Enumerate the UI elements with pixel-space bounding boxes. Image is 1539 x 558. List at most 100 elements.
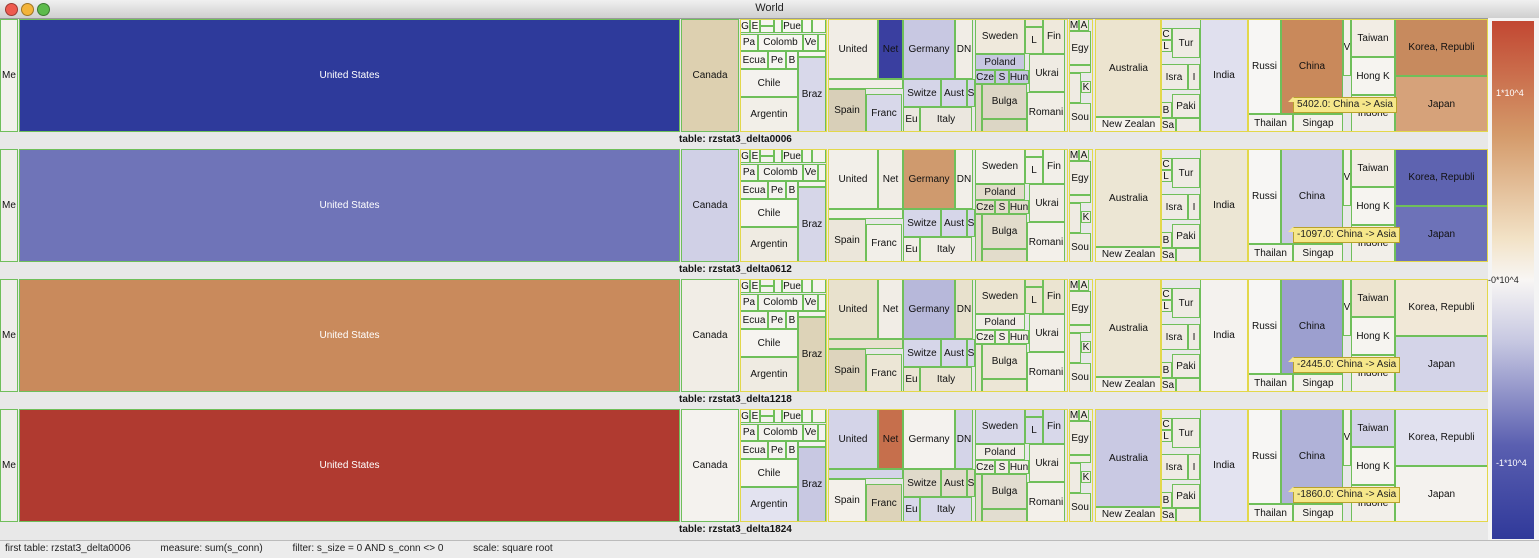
country-cell-net[interactable]: Net	[878, 409, 903, 469]
country-cell-australia[interactable]: Australia	[1095, 409, 1162, 507]
country-cell-japan[interactable]: Japan	[1395, 466, 1488, 522]
country-cell-canada[interactable]: Canada	[681, 279, 739, 392]
country-cell-argentin[interactable]: Argentin	[740, 227, 798, 262]
country-cell[interactable]	[802, 409, 812, 423]
country-cell-g[interactable]: G	[740, 279, 750, 293]
country-cell-sou[interactable]: Sou	[1069, 493, 1091, 522]
country-cell[interactable]	[1176, 118, 1200, 132]
country-cell-thailan[interactable]: Thailan	[1248, 114, 1293, 132]
country-cell-me[interactable]: Me	[0, 279, 18, 392]
country-cell[interactable]	[1176, 248, 1200, 262]
country-cell-hun[interactable]: Hun	[1009, 200, 1029, 214]
country-cell[interactable]	[1025, 409, 1043, 417]
country-cell-colomb[interactable]: Colomb	[758, 34, 803, 51]
country-cell-b[interactable]: B	[1160, 232, 1172, 248]
country-cell-s[interactable]: S	[967, 339, 975, 367]
country-cell-tur[interactable]: Tur	[1172, 288, 1200, 318]
country-cell-us[interactable]: United States	[19, 149, 680, 262]
country-cell-me[interactable]: Me	[0, 409, 18, 522]
country-cell-ukrai[interactable]: Ukrai	[1029, 314, 1065, 352]
country-cell-l[interactable]: L	[1160, 170, 1172, 182]
country-cell[interactable]	[812, 409, 826, 423]
country-cell-sweden[interactable]: Sweden	[975, 409, 1025, 444]
country-cell-m[interactable]: M	[1069, 279, 1079, 291]
country-cell-k[interactable]: K	[1081, 341, 1091, 353]
country-cell[interactable]	[798, 181, 826, 187]
country-cell-l[interactable]: L	[1025, 157, 1043, 184]
country-cell-russi[interactable]: Russi	[1248, 409, 1281, 504]
country-cell[interactable]	[1176, 378, 1200, 392]
country-cell-pa[interactable]: Pa	[740, 294, 758, 311]
country-cell[interactable]	[1069, 65, 1091, 73]
country-cell-sweden[interactable]: Sweden	[975, 279, 1025, 314]
country-cell-ukrai[interactable]: Ukrai	[1029, 184, 1065, 222]
country-cell[interactable]	[982, 509, 1027, 522]
country-cell-italy[interactable]: Italy	[920, 237, 972, 262]
country-cell-isra[interactable]: Isra	[1160, 454, 1188, 480]
country-cell-bulga[interactable]: Bulga	[982, 474, 1027, 509]
country-cell-dn[interactable]: DN	[955, 409, 973, 469]
country-cell-braz[interactable]: Braz	[798, 317, 826, 392]
country-cell-s[interactable]: S	[995, 460, 1009, 474]
country-cell-germany[interactable]: Germany	[903, 279, 955, 339]
country-cell-v[interactable]: V	[1343, 149, 1351, 206]
country-cell-colomb[interactable]: Colomb	[758, 164, 803, 181]
country-cell-canada[interactable]: Canada	[681, 149, 739, 262]
country-cell-k[interactable]: K	[1081, 471, 1091, 483]
country-cell-thailan[interactable]: Thailan	[1248, 374, 1293, 392]
country-cell-india[interactable]: India	[1200, 409, 1248, 522]
country-cell-b[interactable]: B	[786, 441, 798, 459]
country-cell-hun[interactable]: Hun	[1009, 330, 1029, 344]
country-cell-b[interactable]: B	[786, 51, 798, 69]
country-cell[interactable]	[828, 339, 903, 349]
country-cell-s[interactable]: S	[995, 330, 1009, 344]
country-cell-c[interactable]: C	[1160, 158, 1172, 170]
country-cell-s[interactable]: S	[967, 469, 975, 497]
country-cell-newzealand[interactable]: New Zealan	[1095, 377, 1162, 392]
country-cell-ve[interactable]: Ve	[803, 294, 818, 311]
country-cell-japan[interactable]: Japan	[1395, 206, 1488, 262]
country-cell-isra[interactable]: Isra	[1160, 194, 1188, 220]
country-cell-ve[interactable]: Ve	[803, 34, 818, 51]
country-cell-russi[interactable]: Russi	[1248, 279, 1281, 374]
country-cell-ecua[interactable]: Ecua	[740, 51, 768, 69]
country-cell-e[interactable]: E	[750, 149, 760, 163]
country-cell-s[interactable]: S	[967, 209, 975, 237]
country-cell-poland[interactable]: Poland	[975, 444, 1025, 460]
country-cell-chile[interactable]: Chile	[740, 329, 798, 357]
country-cell[interactable]	[760, 286, 774, 293]
country-cell-switze[interactable]: Switze	[903, 79, 941, 107]
country-cell-e[interactable]: E	[750, 19, 760, 33]
country-cell-m[interactable]: M	[1069, 409, 1079, 421]
country-cell-romani[interactable]: Romani	[1027, 92, 1065, 132]
country-cell-switze[interactable]: Switze	[903, 469, 941, 497]
country-cell[interactable]	[982, 119, 1027, 132]
country-cell-pue[interactable]: Pue	[782, 409, 802, 423]
country-cell-russi[interactable]: Russi	[1248, 19, 1281, 114]
country-cell-pak[interactable]: Paki	[1172, 224, 1200, 248]
country-cell-a[interactable]: A	[1079, 19, 1089, 31]
close-window-button[interactable]	[5, 3, 18, 16]
country-cell-m[interactable]: M	[1069, 19, 1079, 31]
country-cell[interactable]	[1069, 195, 1091, 203]
country-cell-g[interactable]: G	[740, 409, 750, 423]
country-cell-hun[interactable]: Hun	[1009, 460, 1029, 474]
country-cell-l[interactable]: L	[1025, 27, 1043, 54]
country-cell-pak[interactable]: Paki	[1172, 354, 1200, 378]
country-cell-pe[interactable]: Pe	[768, 441, 786, 459]
country-cell-taiwan[interactable]: Taiwan	[1351, 409, 1395, 447]
country-cell-b[interactable]: B	[1160, 362, 1172, 378]
country-cell-newzealand[interactable]: New Zealan	[1095, 507, 1162, 522]
country-cell-thailan[interactable]: Thailan	[1248, 244, 1293, 262]
country-cell-fin[interactable]: Fin	[1043, 409, 1065, 444]
country-cell-singap[interactable]: Singap	[1293, 504, 1343, 522]
country-cell-india[interactable]: India	[1200, 279, 1248, 392]
country-cell-pue[interactable]: Pue	[782, 279, 802, 293]
country-cell-sa[interactable]: Sa	[1160, 508, 1176, 522]
country-cell-pa[interactable]: Pa	[740, 34, 758, 51]
country-cell-australia[interactable]: Australia	[1095, 149, 1162, 247]
country-cell-dn[interactable]: DN	[955, 19, 973, 79]
country-cell-c[interactable]: C	[1160, 28, 1172, 40]
country-cell-me[interactable]: Me	[0, 19, 18, 132]
country-cell[interactable]	[812, 149, 826, 163]
